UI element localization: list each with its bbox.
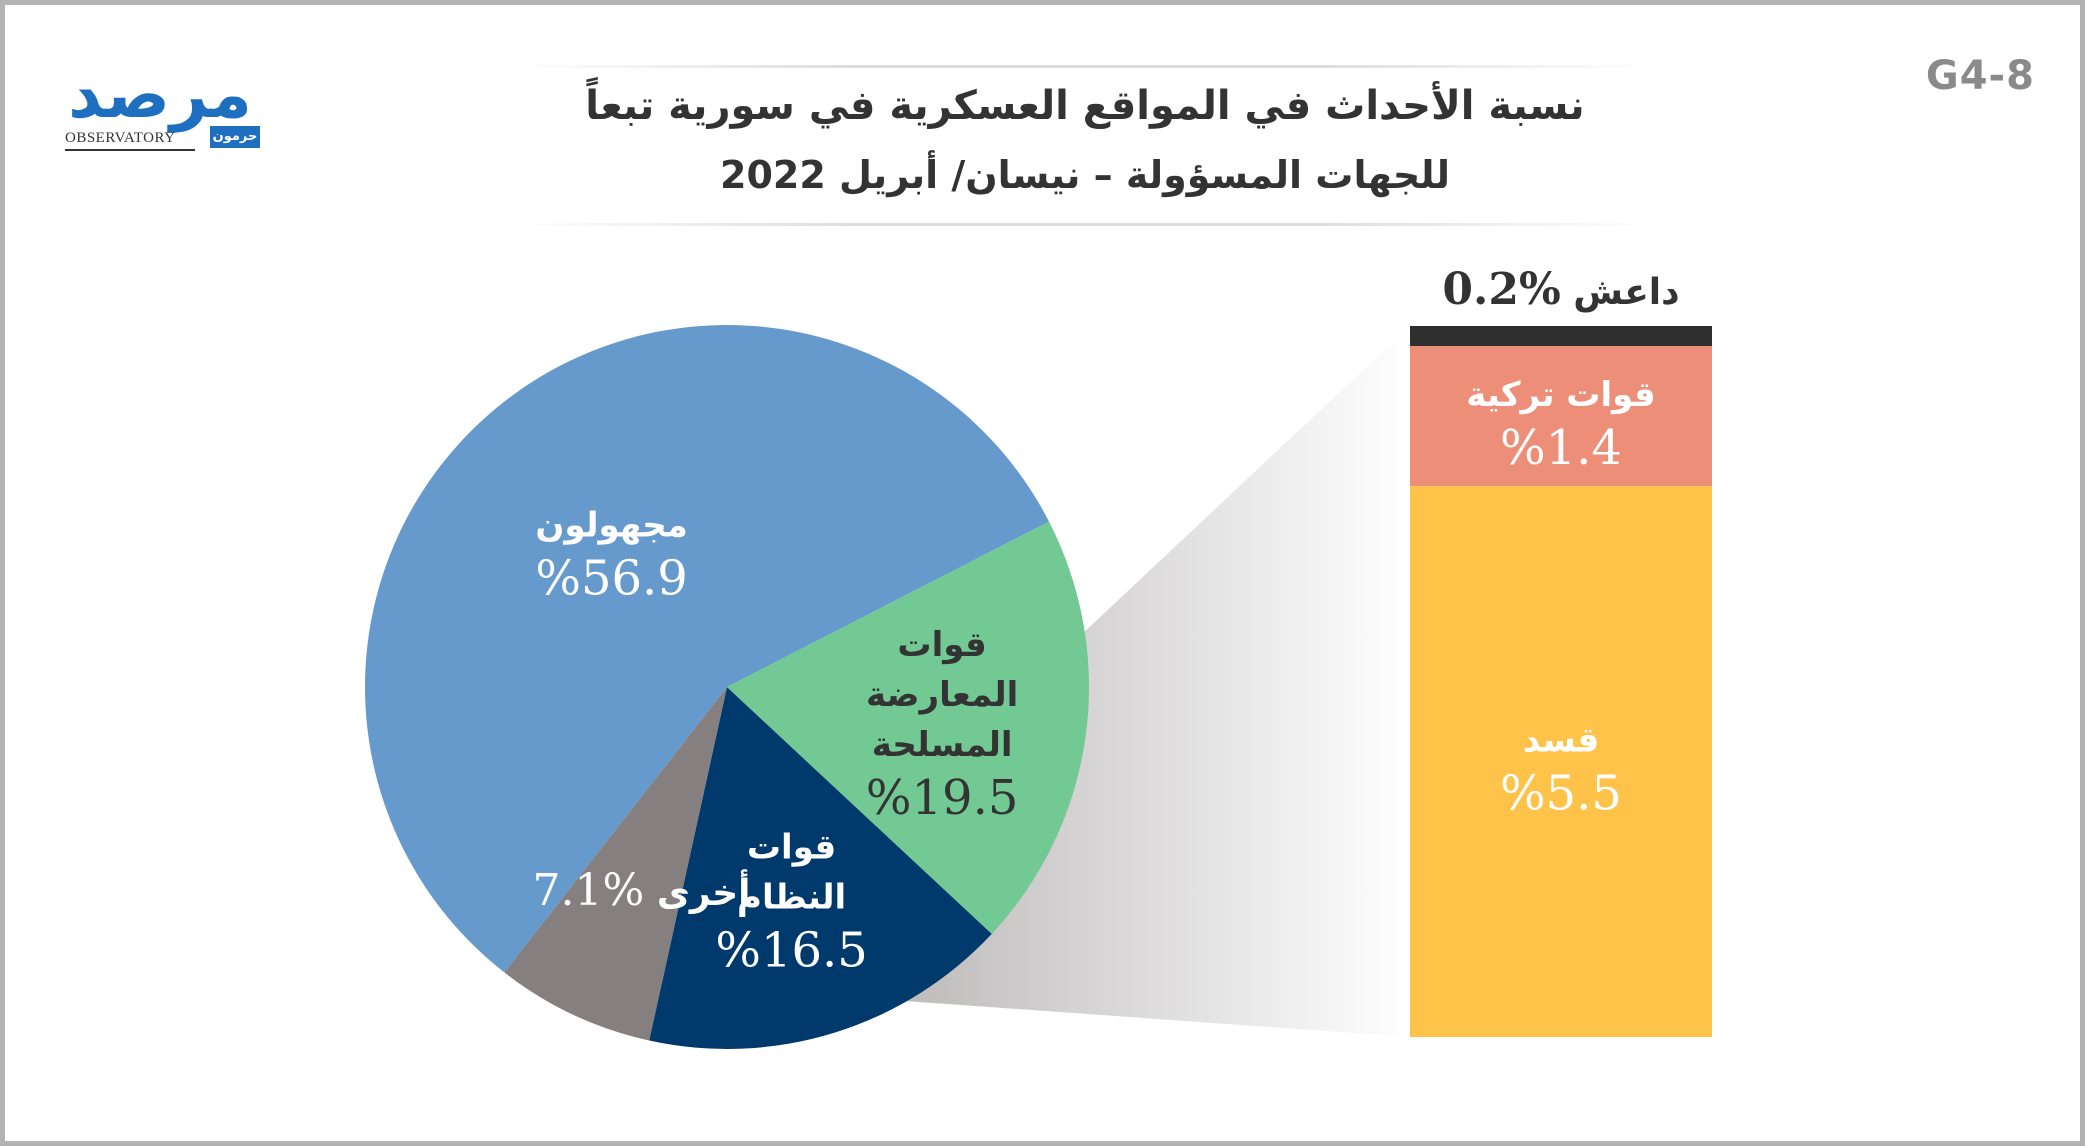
- slice-label-opposition-1: قوات: [897, 625, 986, 665]
- segment-label-isis: داعش %0.2: [1442, 264, 1679, 315]
- chart-title-line1: نسبة الأحداث في المواقع العسكرية في سوري…: [585, 83, 1585, 129]
- bar-segment-isis: [1410, 326, 1712, 347]
- logo-arabic-text: مرصد: [68, 56, 254, 133]
- segment-label-sdf: قسد: [1523, 721, 1600, 761]
- slice-label-regime-2: النظام: [737, 877, 846, 917]
- pie-slice-unknown: [365, 325, 1049, 973]
- logo-sub-text: حرمون: [210, 126, 260, 148]
- chart-title-line2: للجهات المسؤولة – نيسان/ أبريل 2022: [720, 153, 1450, 197]
- slice-label-opposition-3: المسلحة: [872, 725, 1013, 765]
- title-bottom-rule: [515, 223, 1655, 226]
- pie-slice-other: [504, 687, 727, 1041]
- slice-value-opposition: %19.5: [866, 770, 1018, 826]
- slice-label-regime-1: قوات: [747, 827, 836, 867]
- segment-label-turkish: قوات تركية: [1466, 375, 1655, 415]
- observatory-logo: مرصد OBSERVATORY حرمون: [65, 60, 265, 160]
- slice-label-unknown-1: مجهولون: [535, 506, 687, 546]
- title-top-rule: [515, 65, 1655, 68]
- slice-label-other: أخرى %7.1: [533, 865, 751, 916]
- slice-value-regime: %16.5: [715, 922, 867, 978]
- segment-value-sdf: %5.5: [1500, 766, 1622, 822]
- segment-value-turkish: %1.4: [1500, 420, 1622, 476]
- slice-value-unknown: %56.9: [535, 551, 687, 607]
- bar-segment-turkish: [1410, 346, 1712, 487]
- figure-code: G4-8: [1925, 53, 2035, 99]
- pie-slice-opposition: [727, 521, 1089, 934]
- pie-slice-regime: [649, 687, 992, 1050]
- bar-segment-sdf: [1410, 486, 1712, 1037]
- logo-english-text: OBSERVATORY: [65, 130, 195, 151]
- slice-label-opposition-2: المعارضة: [866, 675, 1018, 715]
- breakdown-connector: [504, 326, 1411, 1041]
